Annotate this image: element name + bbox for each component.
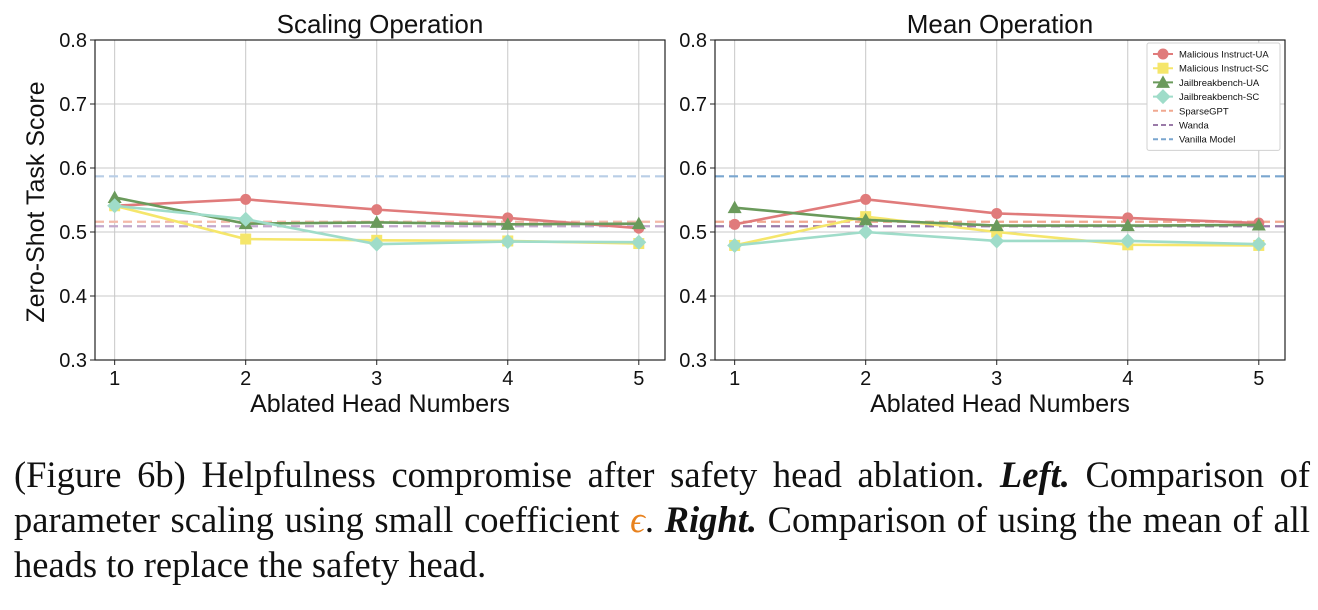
caption-prefix: (Figure 6b) Helpfulness compromise after… [14,454,985,495]
data-point-jailbreakbench-sc [858,224,874,240]
legend-box [1146,42,1281,151]
caption-left-label: Left. [999,454,1070,495]
x-tick-label: 1 [729,368,740,390]
data-point-jailbreakbench-ua [369,215,384,228]
y-tick-label: 0.5 [59,222,87,244]
data-point-malicious-instruct-ua [240,193,252,205]
data-point-jailbreakbench-ua [107,190,122,203]
x-tick-label: 5 [633,368,644,390]
data-point-malicious-instruct-sc [240,233,252,245]
caption-left-text: Com­parison of parameter scaling using s… [14,454,1311,540]
data-point-jailbreakbench-ua [500,217,515,230]
data-point-jailbreakbench-ua [858,212,873,226]
legend-marker-jailbreakbench-sc [1155,89,1171,105]
epsilon-symbol: ϵ [630,499,645,540]
x-tick-label: 2 [240,368,251,390]
legend-label-sparsegpt: SparseGPT [1179,106,1229,117]
legend-label-malicious-instruct-sc: Malicious Instruct-SC [1179,64,1269,75]
legend-marker-jailbreakbench-ua [1156,75,1170,88]
y-tick-label: 0.8 [59,30,87,52]
data-point-jailbreakbench-sc [989,233,1005,249]
legend-label-jailbreakbench-sc: Jailbreakbench-SC [1179,92,1259,103]
data-point-malicious-instruct-ua [1122,212,1134,224]
figure: 1 2 3 4 5 0.3 0.4 0.5 0.6 0.7 0.8 Scaling Operation… [22,9,1286,418]
data-point-jailbreakbench-sc [369,236,385,252]
axes-frame [714,39,1286,361]
chart-panel-2: 1 2 3 4 5 0.3 0.4 0.5 0.6 0.7 0.8 Mean Operation Abl… [679,9,1286,418]
caption-right-text: Comparison of using the mean of all head… [14,499,1311,585]
data-point-jailbreakbench-ua [989,218,1004,232]
y-tick-label: 0.4 [679,286,707,308]
y-tick-label: 0.3 [59,350,87,372]
y-tick-label: 0.6 [59,158,87,180]
legend-label-jailbreakbench-ua: Jailbreakbench-UA [1179,78,1260,89]
y-tick-label: 0.7 [59,94,87,116]
y-tick-label: 0.3 [679,350,707,372]
chart-panel-1: 1 2 3 4 5 0.3 0.4 0.5 0.6 0.7 0.8 Scaling Operation… [22,9,666,418]
legend-label-vanilla-model: Vanilla Model [1179,135,1235,146]
data-point-jailbreakbench-sc [1251,236,1267,252]
data-point-malicious-instruct-ua [991,207,1003,219]
data-point-malicious-instruct-ua [371,204,383,216]
data-point-jailbreakbench-ua [1120,218,1135,232]
y-tick-label: 0.6 [679,158,707,180]
x-tick-label: 5 [1253,368,1264,390]
y-tick-label: 0.7 [679,94,707,116]
x-tick-label: 3 [371,368,382,390]
x-tick-label: 3 [991,368,1002,390]
chart-title: Scaling Operation [277,9,484,39]
data-point-jailbreakbench-sc [500,234,516,250]
data-point-jailbreakbench-sc [631,234,647,250]
legend: Malicious Instruct-UA Malicious Instruct-… [1146,42,1281,151]
data-point-jailbreakbench-sc [1120,233,1136,249]
data-point-jailbreakbench-sc [727,237,743,253]
x-tick-label: 2 [860,368,871,390]
y-tick-label: 0.8 [679,30,707,52]
legend-label-wanda: Wanda [1179,121,1209,132]
x-tick-label: 4 [1122,368,1133,390]
chart-title: Mean Operation [907,9,1093,39]
data-point-malicious-instruct-ua [729,218,741,230]
data-point-malicious-instruct-sc [991,226,1003,238]
y-tick-label: 0.4 [59,286,87,308]
data-point-jailbreakbench-sc [107,198,123,214]
data-point-jailbreakbench-ua [631,216,646,230]
data-point-jailbreakbench-ua [727,200,742,214]
y-tick-label: 0.5 [679,222,707,244]
figure-caption: (Figure 6b) Helpfulness compromise after… [14,452,1310,587]
legend-marker-malicious-instruct-sc [1157,62,1169,74]
legend-label-malicious-instruct-ua: Malicious Instruct-UA [1179,50,1269,61]
legend-marker-malicious-instruct-ua [1157,48,1169,60]
data-point-jailbreakbench-sc [238,211,254,227]
data-point-malicious-instruct-ua [860,193,872,205]
data-point-jailbreakbench-ua [1251,217,1266,231]
axes-frame [94,39,666,361]
x-axis-label: Ablated Head Numbers [250,390,510,418]
caption-period: . [644,499,654,540]
caption-right-label: Right. [664,499,757,540]
x-tick-label: 1 [109,368,120,390]
x-tick-label: 4 [502,368,513,390]
x-axis-label: Ablated Head Numbers [870,390,1130,418]
y-axis-label: Zero-Shot Task Score [22,81,50,322]
